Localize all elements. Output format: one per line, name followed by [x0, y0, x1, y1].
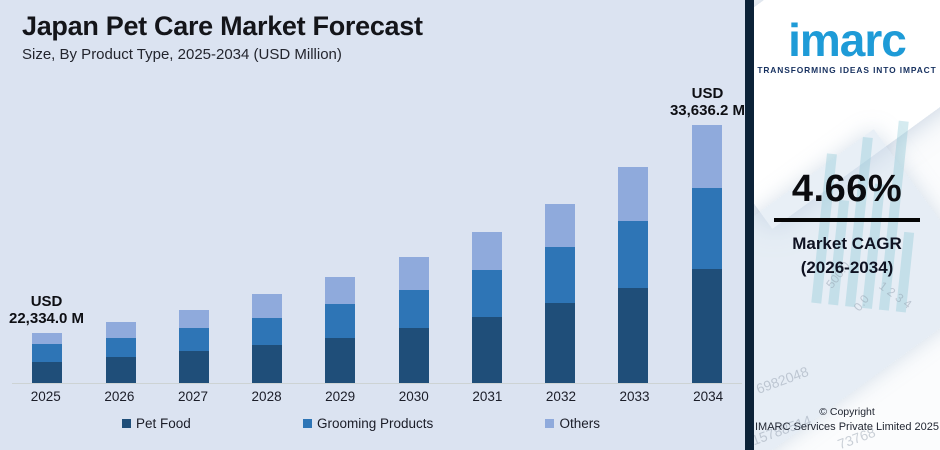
x-axis-label-2030: 2030 — [398, 389, 429, 404]
x-axis-label-2033: 2033 — [619, 389, 650, 404]
cagr-value: 4.66% — [791, 168, 903, 210]
bar-column-2031 — [450, 86, 523, 383]
bar-segment-others-2034 — [692, 125, 723, 188]
cagr-underline — [774, 218, 920, 222]
x-axis-label-2025: 2025 — [30, 389, 61, 404]
bar-segment-others-2031 — [471, 232, 502, 270]
bar-column-2025: USD 22,334.0 M — [9, 86, 84, 383]
bar-segment-pet-food-2030 — [398, 328, 429, 383]
bar-segment-others-2032 — [545, 204, 576, 247]
copyright-line1: © Copyright — [819, 406, 875, 418]
stacked-bar-2027 — [178, 310, 209, 383]
legend-label: Pet Food — [136, 416, 191, 431]
bar-segment-others-2033 — [618, 167, 649, 221]
bar-segment-grooming-products-2030 — [398, 290, 429, 328]
bar-segment-grooming-products-2029 — [325, 304, 356, 338]
bar-column-2027 — [157, 86, 230, 383]
x-axis-label-2034: 2034 — [693, 389, 724, 404]
legend-swatch-others — [545, 419, 555, 428]
x-axis-label-2032: 2032 — [545, 389, 576, 404]
legend-item-others: Others — [545, 416, 600, 431]
sidebar-accent-strip — [745, 0, 754, 450]
bar-segment-others-2025 — [31, 333, 62, 344]
cagr-label-line2: (2026-2034) — [800, 257, 894, 277]
chart-panel: Japan Pet Care Market Forecast Size, By … — [9, 11, 745, 431]
bar-column-2029 — [304, 86, 377, 383]
bar-column-2028 — [231, 86, 304, 383]
stacked-bar-2030 — [398, 257, 429, 383]
stacked-bar-2034 — [692, 125, 723, 383]
stacked-bar-2026 — [105, 322, 136, 383]
bar-segment-grooming-products-2027 — [178, 328, 209, 351]
imarc-logo-tagline: TRANSFORMING IDEAS INTO IMPACT — [757, 65, 937, 76]
bar-segment-grooming-products-2031 — [471, 270, 502, 317]
x-axis-label-2027: 2027 — [177, 389, 208, 404]
legend-label: Others — [559, 416, 600, 431]
cagr-callout: 4.66% Market CAGR (2026-2034) — [754, 168, 940, 280]
legend-swatch-grooming-products — [302, 419, 312, 428]
bar-column-2033 — [597, 86, 670, 383]
bar-segment-grooming-products-2033 — [618, 221, 649, 288]
bar-segment-others-2029 — [325, 277, 356, 304]
brand-sidebar: 500.0 0.0 1 2 3 4 6982048 0.15788514 737… — [745, 0, 940, 450]
stacked-bar-2025 — [31, 333, 62, 383]
bar-column-2034: USD 33,636.2 M — [670, 86, 745, 383]
bar-segment-pet-food-2031 — [471, 317, 502, 383]
page-subtitle: Size, By Product Type, 2025-2034 (USD Mi… — [22, 46, 342, 63]
bar-column-2026 — [84, 86, 157, 383]
bar-segment-pet-food-2029 — [325, 338, 356, 383]
x-axis-label-2026: 2026 — [104, 389, 135, 404]
bar-segment-grooming-products-2026 — [105, 338, 136, 357]
x-axis-label-2028: 2028 — [251, 389, 282, 404]
bar-segment-pet-food-2026 — [105, 357, 136, 383]
x-axis-label-2031: 2031 — [472, 389, 503, 404]
bar-segment-pet-food-2025 — [31, 362, 62, 383]
legend-item-pet-food: Pet Food — [122, 416, 191, 431]
bar-segment-pet-food-2027 — [178, 351, 209, 383]
bar-value-label-2025: USD 22,334.0 M — [9, 293, 85, 328]
imarc-logo: imarc TRANSFORMING IDEAS INTO IMPACT — [754, 14, 940, 76]
x-axis-labels: 2025 2026 2027 2028 2029 2030 2031 2032 2033 2034 — [9, 389, 745, 404]
bar-segment-others-2028 — [252, 294, 283, 318]
bar-segment-pet-food-2032 — [545, 303, 576, 383]
legend-swatch-pet-food — [122, 419, 131, 428]
x-axis-line — [12, 383, 742, 384]
imarc-logo-text: imarc — [788, 14, 907, 66]
chart-legend: Pet Food Grooming Products Others — [122, 416, 600, 431]
bar-column-2030 — [377, 86, 450, 383]
bar-segment-grooming-products-2025 — [31, 344, 62, 362]
copyright-block: © Copyright IMARC Services Private Limit… — [754, 406, 940, 433]
stacked-bar-2033 — [618, 167, 649, 383]
stacked-bar-2028 — [252, 294, 283, 383]
bar-column-2032 — [523, 86, 596, 383]
stacked-bar-chart: USD 22,334.0 M USD 33,636.2 M — [9, 86, 745, 383]
page-title: Japan Pet Care Market Forecast — [22, 11, 423, 41]
bar-segment-others-2027 — [178, 310, 209, 328]
stacked-bar-2032 — [545, 204, 576, 383]
bar-value-label-2034: USD 33,636.2 M — [669, 85, 745, 120]
cagr-label-line1: Market CAGR — [792, 234, 902, 253]
x-axis-label-2029: 2029 — [325, 389, 356, 404]
bar-segment-others-2026 — [105, 322, 136, 338]
bar-segment-pet-food-2033 — [618, 288, 649, 383]
stacked-bar-2031 — [471, 232, 502, 383]
copyright-line2: IMARC Services Private Limited 2025 — [754, 421, 939, 433]
bar-segment-pet-food-2034 — [692, 269, 723, 383]
bar-segment-others-2030 — [398, 257, 429, 290]
bar-segment-grooming-products-2034 — [692, 188, 723, 269]
legend-item-grooming-products: Grooming Products — [302, 416, 434, 431]
bar-segment-grooming-products-2032 — [545, 247, 576, 303]
bar-segment-grooming-products-2028 — [252, 318, 283, 345]
legend-label: Grooming Products — [316, 416, 434, 431]
stacked-bar-2029 — [325, 277, 356, 383]
bar-segment-pet-food-2028 — [252, 345, 283, 383]
